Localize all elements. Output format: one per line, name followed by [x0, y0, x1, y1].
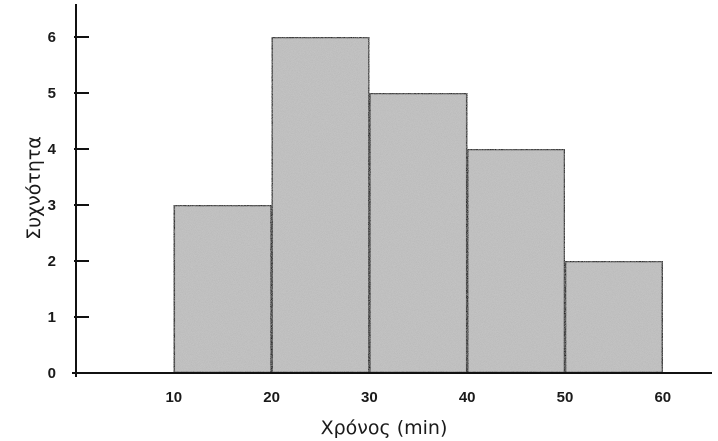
bar-10-20	[172, 203, 273, 375]
y-tick-label-6: 6	[48, 29, 56, 46]
bar-40-50	[465, 147, 567, 375]
y-tick-label-1: 1	[48, 309, 56, 326]
ticks-group: 0 1 2 3 4 5 6 10 20 30 40 50 60	[48, 29, 671, 406]
y-tick-label-4: 4	[48, 141, 57, 158]
x-axis-title: Χρόνος (min)	[321, 417, 448, 439]
x-tick-label-60: 60	[654, 389, 671, 406]
y-tick-label-0: 0	[48, 365, 56, 382]
bar-30-40	[368, 91, 469, 375]
bar-50-60	[563, 259, 665, 375]
bars-group	[172, 35, 665, 375]
y-tick-label-5: 5	[48, 85, 56, 102]
x-tick-label-40: 40	[459, 389, 476, 406]
x-tick-label-20: 20	[263, 389, 280, 406]
x-tick-label-10: 10	[165, 389, 182, 406]
y-axis-title: Συχνότητα	[23, 136, 45, 240]
y-tick-label-2: 2	[48, 253, 56, 270]
y-tick-label-3: 3	[48, 197, 56, 214]
axes-group	[72, 4, 712, 377]
x-tick-label-30: 30	[361, 389, 378, 406]
bar-20-30	[270, 35, 371, 375]
x-tick-label-50: 50	[557, 389, 574, 406]
